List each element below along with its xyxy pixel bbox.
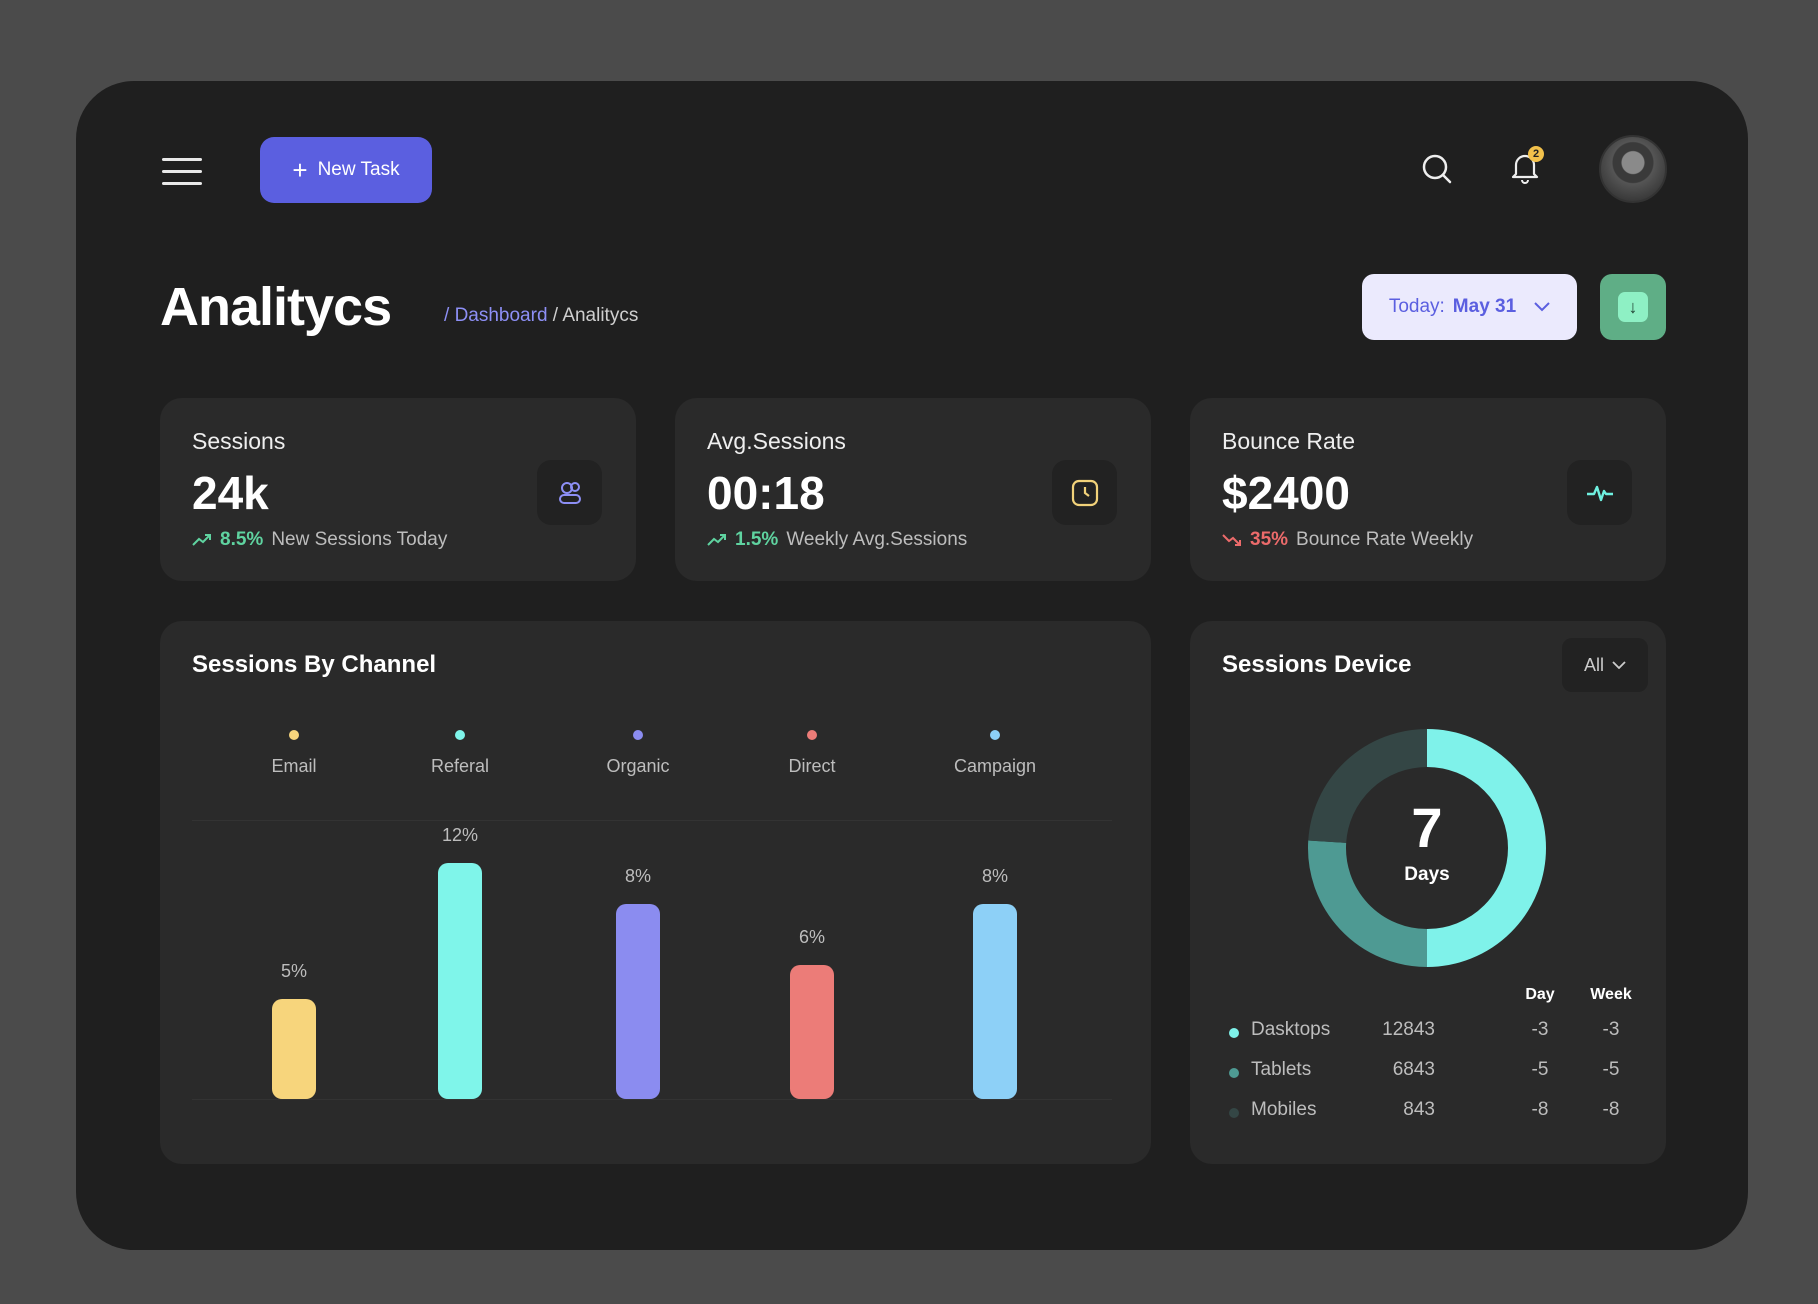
stat-change: 8.5% bbox=[220, 529, 264, 550]
legend-label: Email bbox=[271, 756, 317, 776]
chevron-down-icon bbox=[1534, 302, 1550, 312]
device-name: Tablets bbox=[1251, 1059, 1312, 1080]
legend-label: Referal bbox=[430, 756, 490, 776]
date-label: Today: bbox=[1388, 296, 1445, 317]
bar-organic[interactable] bbox=[616, 904, 660, 1099]
sessions-device-panel: Sessions Device All bbox=[1190, 621, 1666, 1164]
bar-email[interactable] bbox=[272, 999, 316, 1099]
gridline bbox=[192, 820, 1112, 821]
legend-dot bbox=[807, 730, 817, 740]
legend-dot bbox=[455, 730, 465, 740]
bar-label: 12% bbox=[441, 825, 479, 845]
legend-dot bbox=[990, 730, 1000, 740]
legend-label: Organic bbox=[606, 756, 670, 776]
stat-change-text: New Sessions Today bbox=[271, 529, 448, 550]
legend-item: Email bbox=[234, 730, 354, 777]
donut-center-label: Days bbox=[1404, 864, 1450, 885]
trend-up-icon bbox=[707, 534, 726, 546]
bar-label: 5% bbox=[280, 961, 307, 981]
stat-label: Sessions bbox=[192, 428, 286, 454]
bar-campaign[interactable] bbox=[973, 904, 1017, 1099]
device-week: -3 bbox=[1602, 1019, 1620, 1040]
bar-referal[interactable] bbox=[438, 863, 482, 1099]
trend-down-icon bbox=[1222, 534, 1241, 546]
date-value: May 31 bbox=[1452, 296, 1517, 317]
stat-change-text: Bounce Rate Weekly bbox=[1296, 529, 1474, 550]
device-week: -8 bbox=[1602, 1099, 1620, 1120]
device-day: -5 bbox=[1531, 1059, 1549, 1080]
bar-label: 8% bbox=[624, 866, 651, 886]
column-week: Week bbox=[1590, 986, 1632, 1003]
download-button[interactable]: ↓ bbox=[1600, 274, 1666, 340]
avatar[interactable] bbox=[1599, 135, 1667, 203]
stat-card: Bounce Rate $2400 35% Bounce Rate Weekly bbox=[1190, 398, 1666, 581]
stat-change: 1.5% bbox=[735, 529, 779, 550]
legend-dot bbox=[289, 730, 299, 740]
page-title: Analitycs bbox=[160, 277, 392, 337]
device-value: 6843 bbox=[1392, 1059, 1435, 1080]
device-value: 12843 bbox=[1382, 1019, 1435, 1040]
donut-segment-tablets[interactable] bbox=[1308, 840, 1428, 967]
donut-chart bbox=[1308, 729, 1546, 967]
device-day: -8 bbox=[1531, 1099, 1549, 1120]
plus-icon: + bbox=[292, 155, 308, 185]
device-dot bbox=[1229, 1108, 1239, 1118]
stat-label: Avg.Sessions bbox=[707, 428, 846, 454]
device-dot bbox=[1229, 1068, 1239, 1078]
legend-dot bbox=[633, 730, 643, 740]
device-row: Dasktops 12843 -3 -3 bbox=[1229, 1019, 1629, 1049]
breadcrumb-current: Analitycs bbox=[562, 305, 639, 326]
bar-direct[interactable] bbox=[790, 965, 834, 1099]
device-name: Dasktops bbox=[1251, 1019, 1331, 1040]
date-picker-button[interactable]: Today: May 31 bbox=[1362, 274, 1577, 340]
stat-card: Avg.Sessions 00:18 1.5% Weekly Avg.Sessio… bbox=[675, 398, 1151, 581]
stat-change-text: Weekly Avg.Sessions bbox=[786, 529, 968, 550]
trend-up-icon bbox=[192, 534, 211, 546]
donut-center-value: 7 bbox=[1411, 796, 1443, 859]
legend-item: Referal bbox=[400, 730, 520, 777]
panel-title: Sessions By Channel bbox=[192, 651, 437, 678]
device-row: Tablets 6843 -5 -5 bbox=[1229, 1059, 1629, 1089]
panel-title: Sessions Device bbox=[1222, 651, 1412, 678]
stat-change: 35% bbox=[1250, 529, 1289, 550]
bar-label: 6% bbox=[798, 927, 825, 947]
legend-item: Campaign bbox=[935, 730, 1055, 777]
device-row: Mobiles 843 -8 -8 bbox=[1229, 1099, 1629, 1129]
stat-value: 00:18 bbox=[707, 467, 825, 519]
stat-label: Bounce Rate bbox=[1222, 428, 1355, 454]
device-dot bbox=[1229, 1028, 1239, 1038]
chevron-down-icon bbox=[1612, 661, 1626, 669]
gridline bbox=[192, 1099, 1112, 1100]
legend-label: Direct bbox=[788, 756, 836, 776]
menu-icon[interactable] bbox=[162, 158, 202, 194]
stat-value: $2400 bbox=[1222, 467, 1350, 519]
stat-value: 24k bbox=[192, 467, 269, 519]
breadcrumb: / Dashboard / Analitycs bbox=[444, 305, 639, 326]
breadcrumb-dashboard[interactable]: Dashboard bbox=[454, 305, 548, 326]
device-week: -5 bbox=[1602, 1059, 1620, 1080]
device-name: Mobiles bbox=[1251, 1099, 1317, 1120]
new-task-button[interactable]: + New Task bbox=[260, 137, 432, 203]
notification-badge: 2 bbox=[1528, 146, 1544, 162]
bar-label: 8% bbox=[981, 866, 1008, 886]
stat-card: Sessions 24k 8.5% New Sessions Today bbox=[160, 398, 636, 581]
device-filter-dropdown[interactable]: All bbox=[1562, 638, 1648, 692]
users-icon bbox=[537, 460, 602, 525]
clock-icon bbox=[1052, 460, 1117, 525]
search-icon[interactable] bbox=[1421, 153, 1453, 185]
legend-label: Campaign bbox=[953, 756, 1037, 776]
new-task-label: New Task bbox=[317, 159, 400, 180]
legend-item: Direct bbox=[752, 730, 872, 777]
filter-value: All bbox=[1583, 654, 1604, 675]
legend-item: Organic bbox=[578, 730, 698, 777]
device-value: 843 bbox=[1403, 1099, 1435, 1120]
donut-segment-dasktops[interactable] bbox=[1426, 729, 1546, 967]
column-day: Day bbox=[1525, 986, 1555, 1003]
notification-bell[interactable]: 2 bbox=[1510, 146, 1544, 188]
device-day: -3 bbox=[1531, 1019, 1549, 1040]
donut-segment-mobiles[interactable] bbox=[1308, 729, 1428, 844]
download-icon: ↓ bbox=[1618, 292, 1648, 322]
pulse-icon bbox=[1567, 460, 1632, 525]
